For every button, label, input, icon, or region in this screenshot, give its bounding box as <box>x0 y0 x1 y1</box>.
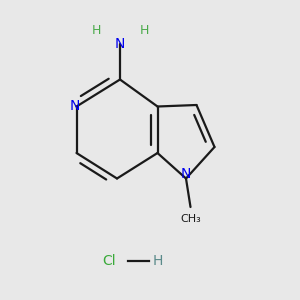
Text: Cl: Cl <box>103 254 116 268</box>
Text: CH₃: CH₃ <box>180 214 201 224</box>
Text: N: N <box>70 100 80 113</box>
Text: N: N <box>181 167 191 181</box>
Text: H: H <box>139 23 149 37</box>
Text: H: H <box>152 254 163 268</box>
Text: N: N <box>115 37 125 50</box>
Text: H: H <box>91 23 101 37</box>
